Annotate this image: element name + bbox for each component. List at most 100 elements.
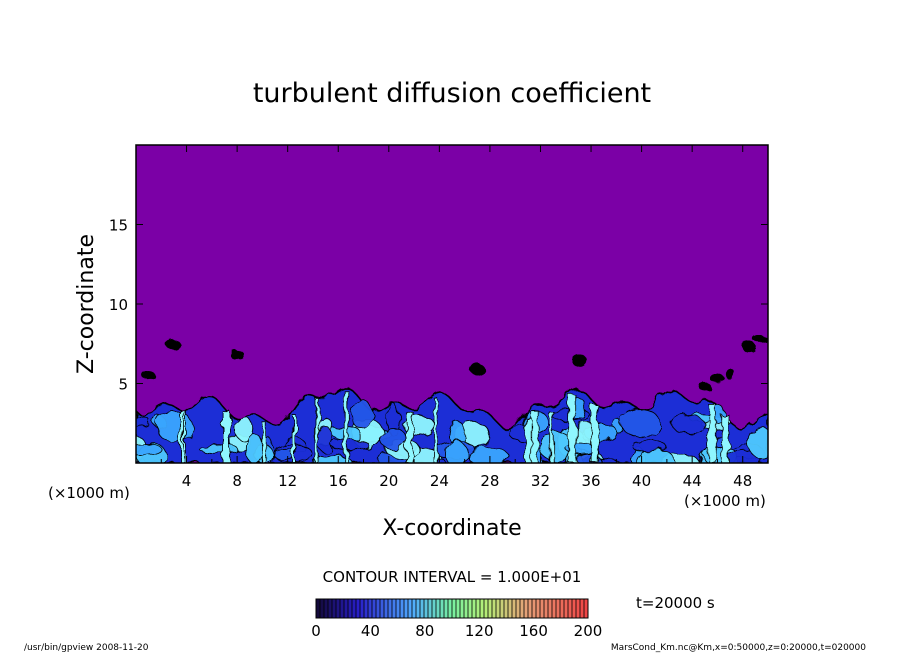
colorbar-segment <box>428 599 433 618</box>
colorbar-segment <box>328 599 333 618</box>
colorbar-segment <box>568 599 573 618</box>
eddy-blob <box>741 341 757 353</box>
colorbar-segment <box>408 599 413 618</box>
colorbar-segment <box>416 599 421 618</box>
eddy-blob <box>229 350 245 360</box>
x-tick-label: 32 <box>531 472 550 490</box>
plume <box>292 414 297 463</box>
eddy-cell <box>136 416 151 428</box>
eddy-cell <box>671 414 705 434</box>
x-tick-label: 28 <box>480 472 499 490</box>
colorbar-segment <box>376 599 381 618</box>
colorbar-segment <box>444 599 449 618</box>
plume <box>343 389 349 463</box>
x-tick-label: 16 <box>329 472 348 490</box>
colorbar-segment <box>344 599 349 618</box>
x-axis-unit-right: (×1000 m) <box>684 492 766 510</box>
colorbar-segment <box>544 599 549 618</box>
eddy-cell <box>379 427 407 450</box>
eddy-cell <box>467 446 509 463</box>
eddy-blob <box>570 353 586 366</box>
eddy-cell <box>631 440 667 453</box>
x-tick-label: 48 <box>733 472 752 490</box>
colorbar-segment <box>516 599 521 618</box>
colorbar-segment <box>488 599 493 618</box>
colorbar-frame <box>315 598 589 619</box>
colorbar-segment <box>540 599 545 618</box>
colorbar-segment <box>436 599 441 618</box>
colorbar-segment <box>556 599 561 618</box>
colorbar-tick-label: 160 <box>519 622 548 640</box>
eddy-blob <box>142 370 156 381</box>
colorbar-segment <box>464 599 469 618</box>
eddy-blob <box>166 340 182 351</box>
colorbar-segment <box>396 599 401 618</box>
colorbar-segment <box>332 599 337 618</box>
colorbar-segment <box>552 599 557 618</box>
colorbar-tick-label: 80 <box>415 622 434 640</box>
colorbar-segment <box>536 599 541 618</box>
colorbar-segment <box>336 599 341 618</box>
colorbar-segment <box>448 599 453 618</box>
eddy-blob <box>752 335 768 343</box>
colorbar-segment <box>424 599 429 618</box>
plume <box>568 394 577 463</box>
colorbar-segment <box>348 599 353 618</box>
eddy-cell <box>316 425 334 453</box>
colorbar-segment <box>472 599 477 618</box>
colorbar-segment <box>352 599 357 618</box>
eddy-cell <box>136 442 163 457</box>
colorbar-tick-label: 200 <box>574 622 603 640</box>
eddy-cell <box>330 438 370 451</box>
contour-interval-label: CONTOUR INTERVAL = 1.000E+01 <box>323 568 582 586</box>
x-tick-label: 24 <box>430 472 449 490</box>
x-tick-label: 20 <box>379 472 398 490</box>
colorbar-segment <box>528 599 533 618</box>
y-tick-label: 15 <box>109 217 128 235</box>
colorbar-segment <box>364 599 369 618</box>
x-axis-unit-left: (×1000 m) <box>48 484 130 502</box>
colorbar-segment <box>548 599 553 618</box>
colorbar-segment <box>500 599 505 618</box>
eddy-blob <box>470 362 485 376</box>
plot-area <box>136 145 768 463</box>
eddy-blob <box>698 382 712 391</box>
x-tick-label: 4 <box>182 472 192 490</box>
chart-title: turbulent diffusion coefficient <box>253 78 651 109</box>
eddy-cell <box>351 399 374 430</box>
colorbar <box>315 599 589 618</box>
colorbar-segment <box>432 599 437 618</box>
colorbar-segment <box>400 599 405 618</box>
colorbar-segment <box>316 599 321 618</box>
plume <box>590 404 599 463</box>
eddy-cell <box>747 426 768 459</box>
colorbar-segment <box>440 599 445 618</box>
eddy-cell <box>620 409 661 438</box>
eddy-blob <box>725 368 735 380</box>
plume <box>721 415 730 463</box>
eddy-cell <box>445 440 468 463</box>
colorbar-segment <box>504 599 509 618</box>
colorbar-segment <box>520 599 525 618</box>
colorbar-segment <box>580 599 585 618</box>
colorbar-segment <box>572 599 577 618</box>
colorbar-segment <box>492 599 497 618</box>
x-tick-label: 40 <box>632 472 651 490</box>
colorbar-segment <box>392 599 397 618</box>
colorbar-segment <box>460 599 465 618</box>
turbulent-layer <box>136 335 768 463</box>
eddy-cell <box>233 416 254 441</box>
colorbar-segment <box>452 599 457 618</box>
colorbar-tick-label: 0 <box>311 622 321 640</box>
footer-left: /usr/bin/gpview 2008-11-20 <box>24 643 149 653</box>
colorbar-segment <box>476 599 481 618</box>
plume <box>708 403 717 463</box>
time-label: t=20000 s <box>636 594 715 612</box>
x-tick-label: 44 <box>683 472 702 490</box>
colorbar-segment <box>480 599 485 618</box>
colorbar-segment <box>388 599 393 618</box>
plume <box>405 411 414 463</box>
colorbar-segment <box>360 599 365 618</box>
x-tick-label: 12 <box>278 472 297 490</box>
